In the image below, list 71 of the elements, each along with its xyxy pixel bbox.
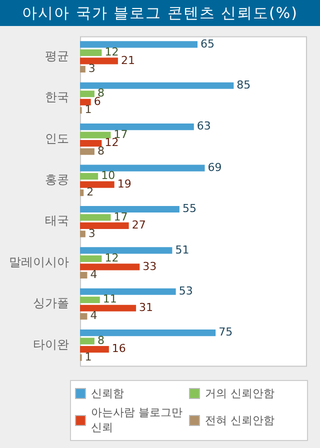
data-label: 3 bbox=[88, 226, 96, 240]
data-label: 31 bbox=[139, 300, 154, 314]
data-label: 63 bbox=[196, 120, 211, 133]
bar bbox=[80, 58, 118, 64]
bar bbox=[80, 164, 205, 172]
y-tick-label: 한국 bbox=[45, 90, 69, 104]
legend-label: 거의 신뢰안함 bbox=[205, 386, 274, 401]
data-label: 1 bbox=[84, 103, 92, 116]
legend-label: 아는사람 블로그만 신뢰 bbox=[91, 405, 184, 435]
bar bbox=[80, 41, 198, 48]
bar bbox=[80, 172, 98, 180]
bar bbox=[80, 255, 102, 262]
data-label: 10 bbox=[101, 169, 116, 182]
data-label: 17 bbox=[114, 210, 128, 224]
data-label: 8 bbox=[97, 334, 104, 347]
data-label: 11 bbox=[102, 292, 117, 306]
y-tick-label: 홍콩 bbox=[45, 172, 69, 187]
data-label: 33 bbox=[142, 260, 157, 273]
bar bbox=[80, 181, 114, 188]
bar bbox=[80, 230, 86, 238]
bar bbox=[80, 98, 91, 106]
bar bbox=[80, 140, 102, 147]
bar bbox=[80, 313, 88, 320]
y-tick-label: 태국 bbox=[45, 214, 69, 228]
bar bbox=[80, 346, 109, 353]
data-label: 3 bbox=[88, 62, 96, 76]
data-label: 53 bbox=[178, 284, 193, 298]
data-label: 2 bbox=[86, 186, 94, 199]
y-tick-label: 평균 bbox=[45, 48, 69, 63]
data-label: 4 bbox=[90, 309, 98, 322]
bar bbox=[80, 272, 88, 278]
bar bbox=[80, 214, 111, 221]
bar bbox=[80, 132, 111, 138]
y-tick-label: 타이완 bbox=[33, 337, 69, 352]
data-label: 75 bbox=[218, 326, 233, 339]
bar bbox=[80, 247, 172, 254]
data-label: 12 bbox=[104, 252, 119, 265]
data-label: 4 bbox=[90, 268, 98, 282]
data-label: 27 bbox=[132, 218, 146, 232]
data-label: 21 bbox=[120, 54, 135, 67]
bar bbox=[80, 222, 129, 230]
bar bbox=[80, 296, 100, 304]
bar bbox=[80, 206, 180, 213]
legend-label: 전혀 신뢰안함 bbox=[205, 412, 274, 428]
data-label: 16 bbox=[112, 342, 126, 356]
bar bbox=[80, 49, 102, 56]
y-tick-label: 인도 bbox=[45, 131, 69, 146]
data-label: 51 bbox=[175, 243, 190, 256]
data-label: 69 bbox=[208, 160, 222, 174]
bar bbox=[80, 304, 136, 312]
data-label: 1 bbox=[84, 350, 92, 364]
bar bbox=[80, 264, 140, 270]
bar bbox=[80, 338, 94, 344]
bar bbox=[80, 66, 86, 72]
data-label: 8 bbox=[97, 144, 104, 158]
y-tick-label: 말레이시아 bbox=[9, 254, 69, 269]
data-label: 55 bbox=[182, 202, 196, 216]
bar bbox=[80, 189, 84, 196]
data-label: 65 bbox=[200, 37, 215, 50]
legend-label: 신뢰함 bbox=[91, 386, 124, 401]
bar bbox=[80, 288, 176, 295]
y-tick-label: 싱가폴 bbox=[33, 296, 69, 310]
bar bbox=[80, 124, 194, 130]
bar bbox=[80, 82, 234, 89]
chart-title: 아시아 국가 블로그 콘텐츠 신뢰도(%) bbox=[0, 0, 320, 26]
data-label: 19 bbox=[117, 177, 132, 190]
bar bbox=[80, 90, 94, 98]
data-label: 85 bbox=[236, 78, 251, 92]
bar bbox=[80, 330, 216, 336]
bar bbox=[80, 148, 94, 155]
data-label: 12 bbox=[104, 46, 119, 59]
